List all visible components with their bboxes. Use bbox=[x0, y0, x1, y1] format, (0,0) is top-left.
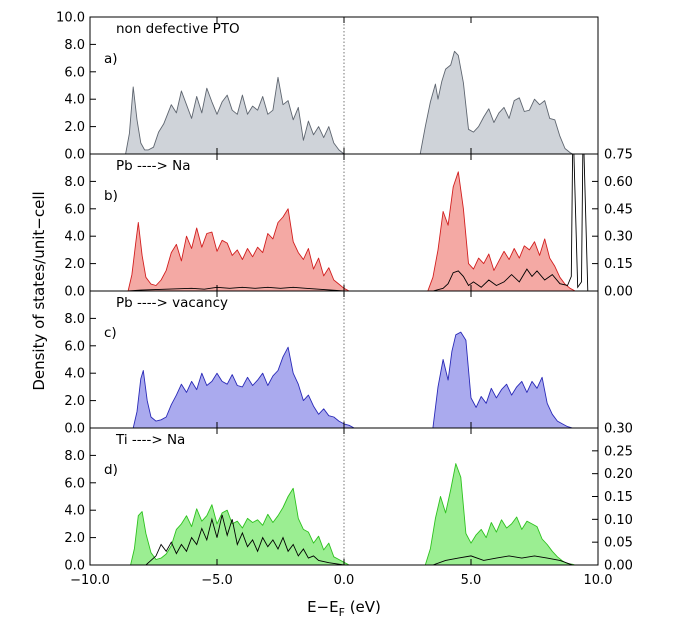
right-y-tick-label: 0.75 bbox=[604, 148, 633, 163]
y-tick-label: 2.0 bbox=[64, 531, 85, 546]
right-y-tick-label: 0.15 bbox=[604, 490, 633, 505]
dos-area-c-valence bbox=[132, 346, 355, 428]
panel-title: non defective PTO bbox=[116, 21, 240, 37]
right-y-tick-label: 0.00 bbox=[604, 285, 633, 300]
right-y-tick-label: 0.15 bbox=[604, 257, 633, 272]
right-y-tick-label: 0.25 bbox=[604, 444, 633, 459]
x-tick-label: 0.0 bbox=[334, 573, 355, 588]
y-tick-label: 0.0 bbox=[64, 559, 85, 574]
x-tick-label: −10.0 bbox=[70, 573, 110, 588]
y-tick-label: 2.0 bbox=[64, 120, 85, 135]
right-y-tick-label: 0.05 bbox=[604, 536, 633, 551]
y-tick-label: 0.0 bbox=[64, 422, 85, 437]
y-tick-label: 4.0 bbox=[64, 367, 85, 382]
right-y-tick-label: 0.30 bbox=[604, 230, 633, 245]
panel-tag: a) bbox=[104, 51, 118, 67]
y-tick-label: 6.0 bbox=[64, 65, 85, 80]
right-y-tick-label: 0.20 bbox=[604, 467, 633, 482]
dos-area-d-valence bbox=[130, 487, 350, 565]
dos-area-c-conduction bbox=[432, 331, 574, 428]
y-tick-label: 6.0 bbox=[64, 202, 85, 217]
y-tick-label: 6.0 bbox=[64, 476, 85, 491]
y-tick-label: 8.0 bbox=[64, 312, 85, 327]
panel-tag: b) bbox=[104, 188, 118, 204]
x-tick-label: −5.0 bbox=[201, 573, 233, 588]
y-tick-label: 8.0 bbox=[64, 38, 85, 53]
x-tick-label: 5.0 bbox=[461, 573, 482, 588]
dos-area-a-conduction bbox=[419, 50, 574, 154]
panel-tag: c) bbox=[104, 325, 117, 341]
right-y-tick-label: 0.10 bbox=[604, 513, 633, 528]
x-tick-label: 10.0 bbox=[584, 573, 613, 588]
y-tick-label: 8.0 bbox=[64, 449, 85, 464]
y-tick-label: 6.0 bbox=[64, 339, 85, 354]
y-tick-label: 4.0 bbox=[64, 93, 85, 108]
defect-dos-line-b bbox=[128, 154, 589, 291]
y-tick-label: 4.0 bbox=[64, 504, 85, 519]
y-tick-label: 0.0 bbox=[64, 285, 85, 300]
dos-area-b-conduction bbox=[427, 171, 576, 291]
panel-title: Pb ----> vacancy bbox=[116, 295, 228, 311]
y-tick-label: 4.0 bbox=[64, 230, 85, 245]
y-tick-label: 2.0 bbox=[64, 257, 85, 272]
dos-area-b-valence bbox=[127, 208, 350, 291]
x-axis-label: E−EF (eV) bbox=[307, 598, 381, 619]
y-tick-label: 0.0 bbox=[64, 148, 85, 163]
dos-area-d-conduction bbox=[424, 463, 576, 565]
y-tick-label: 8.0 bbox=[64, 175, 85, 190]
panel-title: Pb ----> Na bbox=[116, 158, 190, 174]
panel-tag: d) bbox=[104, 462, 118, 478]
right-y-tick-label: 0.60 bbox=[604, 175, 633, 190]
defect-dos-line-d bbox=[145, 514, 573, 565]
panel-title: Ti ----> Na bbox=[115, 432, 185, 448]
y-tick-label: 2.0 bbox=[64, 394, 85, 409]
y-tick-label: 10.0 bbox=[56, 11, 85, 26]
right-y-tick-label: 0.45 bbox=[604, 202, 633, 217]
dos-area-a-valence bbox=[125, 76, 345, 154]
right-y-tick-label: 0.30 bbox=[604, 422, 633, 437]
right-y-tick-label: 0.00 bbox=[604, 559, 633, 574]
y-axis-label: Density of states/unit−cell bbox=[30, 191, 48, 390]
